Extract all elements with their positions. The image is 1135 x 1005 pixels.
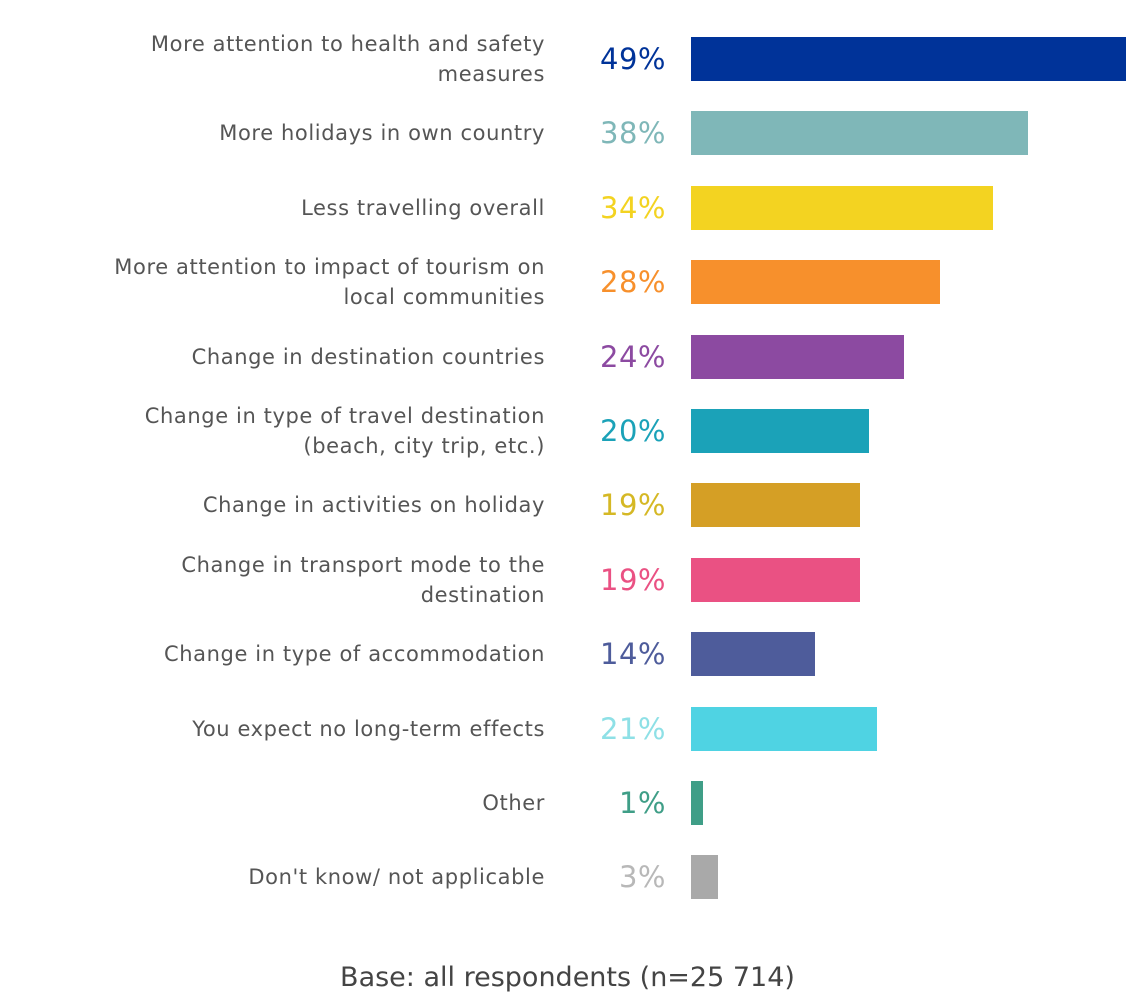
category-label-line: local communities xyxy=(343,285,545,310)
category-label-line: Don't know/ not applicable xyxy=(248,865,545,890)
category-label-line: Change in type of travel destination xyxy=(144,404,545,428)
bar xyxy=(691,781,703,825)
value-label: 34% xyxy=(600,190,666,225)
category-label: Change in activities on holiday xyxy=(5,490,545,520)
bar xyxy=(691,632,816,677)
category-label-line: measures xyxy=(437,62,545,86)
category-label-line: Other xyxy=(482,791,545,815)
category-label-line: Change in activities on holiday xyxy=(202,493,545,518)
category-label: Don't know/ not applicable xyxy=(5,862,545,892)
category-label: Change in destination countries xyxy=(5,342,545,372)
value-label: 20% xyxy=(600,414,666,448)
value-label: 14% xyxy=(600,637,666,672)
value-label: 38% xyxy=(600,116,666,151)
category-label: More attention to impact of tourism on lo… xyxy=(5,252,545,312)
bar xyxy=(691,334,905,379)
category-label-line: You expect no long-term effects xyxy=(192,716,545,741)
category-label: Change in type of travel destination (bea… xyxy=(5,401,545,461)
category-label-line: Change in destination countries xyxy=(191,344,545,369)
category-label: You expect no long-term effects xyxy=(5,714,545,744)
category-label-line: destination xyxy=(420,582,545,607)
category-label: More attention to health and safety measu… xyxy=(5,29,545,89)
category-label-line: More attention to impact of tourism on xyxy=(114,255,545,280)
value-label: 19% xyxy=(600,488,666,523)
category-label-line: Less travelling overall xyxy=(301,195,545,220)
bar-chart: More attention to health and safety measu… xyxy=(5,29,1126,900)
category-label-line: Change in transport mode to the xyxy=(181,552,545,577)
bar xyxy=(691,111,1029,156)
category-label: More holidays in own country xyxy=(5,118,545,148)
value-label: 21% xyxy=(600,711,666,746)
bar xyxy=(691,409,869,453)
value-label: 1% xyxy=(618,786,666,820)
category-label: Other xyxy=(5,788,545,818)
value-label: 19% xyxy=(600,562,666,597)
bar xyxy=(691,557,860,602)
bar xyxy=(691,37,1126,81)
category-label-line: More holidays in own country xyxy=(219,121,545,146)
value-label: 49% xyxy=(600,42,666,76)
category-label: Change in transport mode to the destinati… xyxy=(5,550,545,610)
category-label-line: Change in type of accommodation xyxy=(164,642,545,667)
category-label-line: (beach, city trip, etc.) xyxy=(303,434,545,458)
bar xyxy=(691,185,993,230)
value-label: 3% xyxy=(618,860,666,895)
category-label: Change in type of accommodation xyxy=(5,639,545,669)
value-label: 28% xyxy=(600,265,666,300)
bar xyxy=(691,483,860,528)
base-footnote: Base: all respondents (n=25 714) xyxy=(340,962,795,993)
value-label: 24% xyxy=(600,339,666,374)
category-label: Less travelling overall xyxy=(5,193,545,223)
bar xyxy=(691,706,878,751)
bar xyxy=(691,260,940,305)
bar xyxy=(691,855,718,900)
category-label-line: More attention to health and safety xyxy=(150,32,545,56)
